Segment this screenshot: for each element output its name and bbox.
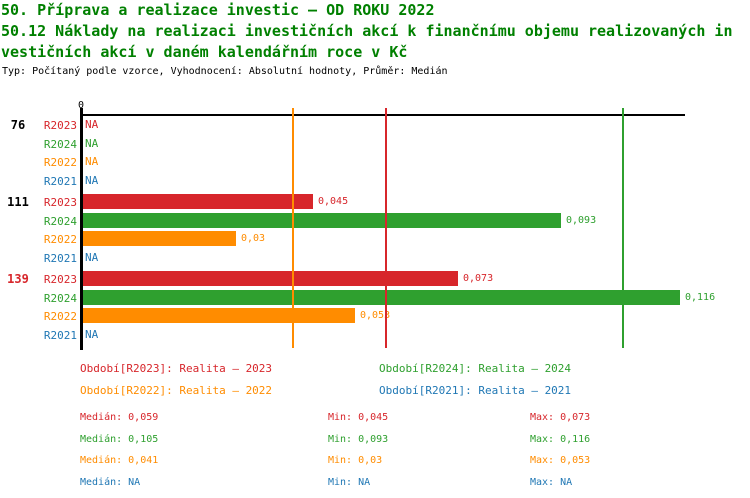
series-label-r2022: R2022 — [43, 310, 77, 323]
na-value-label: NA — [85, 173, 99, 187]
stat-median-r2024: Medián: 0,105 — [80, 434, 159, 445]
bar-r2024 — [83, 289, 680, 305]
stat-median-r2021: Medián: NA — [80, 477, 141, 488]
series-label-r2024: R2024 — [43, 291, 77, 305]
stat-max-r2023: Max: 0,073 — [530, 412, 591, 423]
stat-max-r2024: Max: 0,116 — [530, 434, 591, 445]
stat-min-r2023: Min: 0,045 — [328, 412, 389, 423]
series-label-r2021: R2021 — [43, 251, 77, 265]
group-label-76: 76 — [10, 118, 26, 132]
legend-item-r2023: Období[R2023]: Realita – 2023 — [80, 362, 273, 375]
median-line-r2024 — [622, 108, 624, 348]
series-label-r2023: R2023 — [43, 196, 77, 209]
legend-item-r2024: Období[R2024]: Realita – 2024 — [379, 362, 572, 375]
bar-value-label: 0,116 — [685, 291, 716, 303]
report-title-line-2: 50.12 Náklady na realizaci investičních … — [1, 22, 733, 40]
stat-median-r2023: Medián: 0,059 — [80, 412, 159, 423]
x-axis-line — [81, 114, 685, 116]
median-line-r2022 — [292, 108, 294, 348]
series-label-r2023: R2023 — [43, 119, 77, 132]
bar-value-label: 0,073 — [463, 273, 494, 284]
na-value-label: NA — [85, 250, 99, 264]
na-value-label: NA — [85, 118, 99, 131]
na-value-label: NA — [85, 327, 99, 341]
bar-value-label: 0,053 — [360, 310, 391, 321]
stat-median-r2022: Medián: 0,041 — [80, 455, 159, 466]
series-label-r2022: R2022 — [43, 156, 77, 169]
x-axis-zero-tick-label: 0 — [77, 100, 85, 111]
bar-value-label: 0,045 — [318, 196, 349, 207]
bar-value-label: 0,03 — [241, 233, 266, 244]
bar-r2024 — [83, 212, 561, 228]
series-label-r2021: R2021 — [43, 174, 77, 188]
report-title-line-1: 50. Příprava a realizace investic – OD R… — [1, 1, 435, 19]
series-label-r2021: R2021 — [43, 328, 77, 342]
legend-item-r2021: Období[R2021]: Realita – 2021 — [379, 384, 572, 397]
na-value-label: NA — [85, 136, 99, 150]
stat-min-r2024: Min: 0,093 — [328, 434, 389, 445]
stat-min-r2022: Min: 0,03 — [328, 455, 383, 466]
y-axis-line — [80, 108, 83, 350]
na-value-label: NA — [85, 155, 99, 168]
bar-r2022 — [83, 308, 355, 323]
stat-max-r2021: Max: NA — [530, 477, 573, 488]
legend-item-r2022: Období[R2022]: Realita – 2022 — [80, 384, 273, 397]
series-label-r2024: R2024 — [43, 214, 77, 228]
bar-r2022 — [83, 231, 236, 246]
series-label-r2023: R2023 — [43, 273, 77, 286]
stat-min-r2021: Min: NA — [328, 477, 371, 488]
bar-value-label: 0,093 — [566, 214, 597, 226]
median-line-r2023 — [385, 108, 387, 348]
series-label-r2024: R2024 — [43, 137, 77, 151]
series-label-r2022: R2022 — [43, 233, 77, 246]
report-subtitle: Typ: Počítaný podle vzorce, Vyhodnocení:… — [2, 66, 448, 77]
group-label-111: 111 — [7, 195, 29, 209]
bar-r2023 — [83, 271, 458, 286]
group-label-139: 139 — [7, 272, 29, 286]
report-title-line-3: vestičních akcí v daném kalendářním roce… — [1, 43, 408, 61]
stat-max-r2022: Max: 0,053 — [530, 455, 591, 466]
bar-r2023 — [83, 194, 313, 209]
